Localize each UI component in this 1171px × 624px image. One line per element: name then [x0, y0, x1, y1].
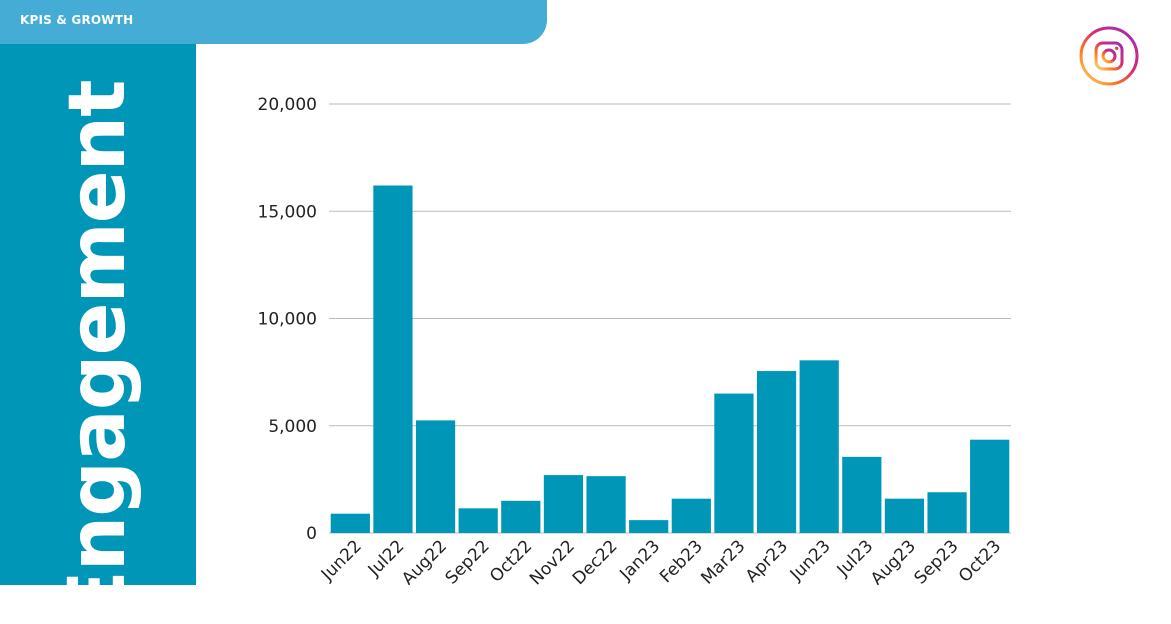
x-tick-label: Mar23: [697, 536, 749, 585]
bar-jun22: [330, 513, 370, 533]
bar-jun23: [799, 360, 839, 533]
x-tick-label: Sep22: [442, 536, 494, 585]
y-tick-label: 20,000: [258, 95, 317, 115]
bar-jan23: [629, 520, 669, 533]
x-tick-label: Oct23: [955, 536, 1005, 585]
bar-jul22: [373, 185, 413, 533]
bar-apr23: [756, 371, 797, 533]
x-tick-label: Feb23: [656, 536, 707, 585]
side-panel: Engagement: [0, 44, 196, 624]
bar-aug23: [884, 498, 925, 533]
x-tick-label: Dec22: [569, 536, 622, 585]
bar-feb23: [671, 498, 711, 533]
bar-oct22: [501, 500, 541, 533]
y-tick-label: 10,000: [258, 310, 317, 330]
bar-aug22: [415, 420, 456, 533]
bar-sep22: [458, 508, 498, 533]
engagement-bar-chart: 05,00010,00015,00020,000Jun22Jul22Aug22S…: [258, 95, 1011, 585]
x-tick-label: Apr23: [742, 536, 792, 585]
bar-sep23: [927, 492, 967, 533]
x-tick-label: Jan23: [616, 536, 665, 585]
x-tick-label: Jun22: [317, 536, 366, 585]
x-tick-label: Jun23: [786, 536, 835, 585]
x-tick-label: Sep23: [910, 536, 962, 585]
bar-jul23: [842, 456, 882, 533]
y-tick-label: 15,000: [258, 202, 317, 222]
instagram-icon: [1079, 26, 1139, 86]
page-title: Engagement: [53, 80, 143, 624]
bar-nov22: [543, 475, 584, 533]
bar-mar23: [714, 393, 754, 533]
header-tab: KPIS & GROWTH: [0, 0, 547, 44]
bar-dec22: [586, 476, 626, 533]
bar-oct23: [970, 439, 1010, 533]
section-label: KPIS & GROWTH: [20, 13, 134, 27]
y-tick-label: 5,000: [268, 417, 317, 437]
x-tick-label: Aug22: [398, 536, 451, 585]
x-tick-label: Aug23: [867, 536, 920, 585]
y-tick-label: 0: [306, 524, 317, 544]
